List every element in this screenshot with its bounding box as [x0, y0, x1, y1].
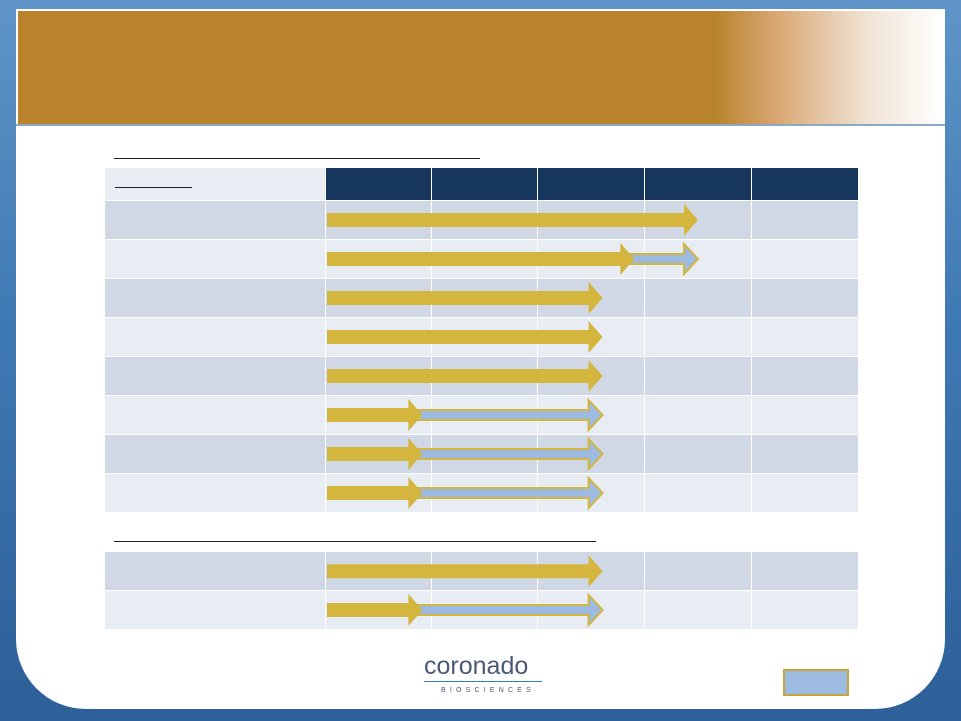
progress-arrow-planned [407, 592, 604, 628]
progress-arrow-complete [327, 399, 423, 431]
row-label [105, 200, 326, 240]
progress-arrow-complete [327, 555, 603, 588]
stage-header-5 [751, 168, 858, 201]
coronado-logo: coronado BIOSCIENCES [424, 654, 544, 694]
slide: coronado BIOSCIENCES [16, 9, 945, 709]
stage-header-1 [325, 168, 432, 201]
row-label [105, 278, 326, 318]
row-label [105, 356, 326, 396]
section-1-heading-rule [114, 158, 480, 159]
row-label [105, 317, 326, 357]
table-row [105, 552, 858, 591]
progress-arrow-complete [327, 204, 698, 236]
stage-header-2 [431, 168, 538, 201]
pipeline-table-1 [105, 168, 858, 513]
progress-arrow-planned [407, 475, 604, 511]
logo-tagline: BIOSCIENCES [441, 687, 536, 694]
progress-arrow-complete [327, 438, 423, 470]
progress-arrow-complete [327, 282, 603, 314]
pipeline-table-2 [105, 552, 858, 630]
row-label [105, 590, 326, 630]
progress-arrow-planned [407, 397, 604, 433]
row-label [105, 395, 326, 435]
label-underline [115, 187, 192, 188]
row-label [105, 473, 326, 513]
page-number-box [783, 669, 849, 696]
row-label [105, 552, 326, 591]
progress-arrow-complete [327, 321, 603, 353]
progress-arrow-complete [327, 360, 603, 392]
title-banner [18, 11, 945, 124]
row-label [105, 239, 326, 279]
logo-wordmark: coronado [424, 652, 529, 680]
banner-divider [16, 124, 945, 126]
progress-arrow-complete [327, 243, 635, 275]
progress-arrow-planned [407, 436, 604, 472]
table-row [105, 395, 858, 435]
section-2-heading-rule [114, 541, 596, 542]
table-header-row [105, 168, 858, 201]
header-label-cell [105, 168, 326, 201]
progress-arrows [327, 204, 700, 628]
progress-arrow-planned [619, 241, 700, 277]
progress-arrow-complete [327, 477, 423, 509]
stage-header-3 [537, 168, 645, 201]
logo-rule [424, 681, 542, 682]
stage-header-4 [644, 168, 752, 201]
row-label [105, 434, 326, 474]
progress-arrow-complete [327, 594, 423, 626]
